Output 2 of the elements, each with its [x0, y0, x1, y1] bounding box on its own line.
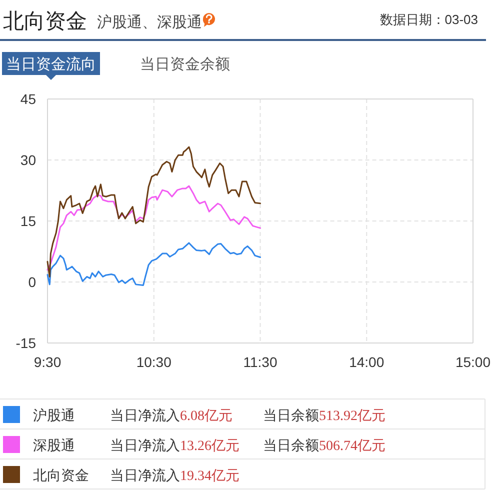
subtitle: 沪股通、深股通 [97, 14, 202, 31]
title: 北向资金 [3, 10, 87, 33]
